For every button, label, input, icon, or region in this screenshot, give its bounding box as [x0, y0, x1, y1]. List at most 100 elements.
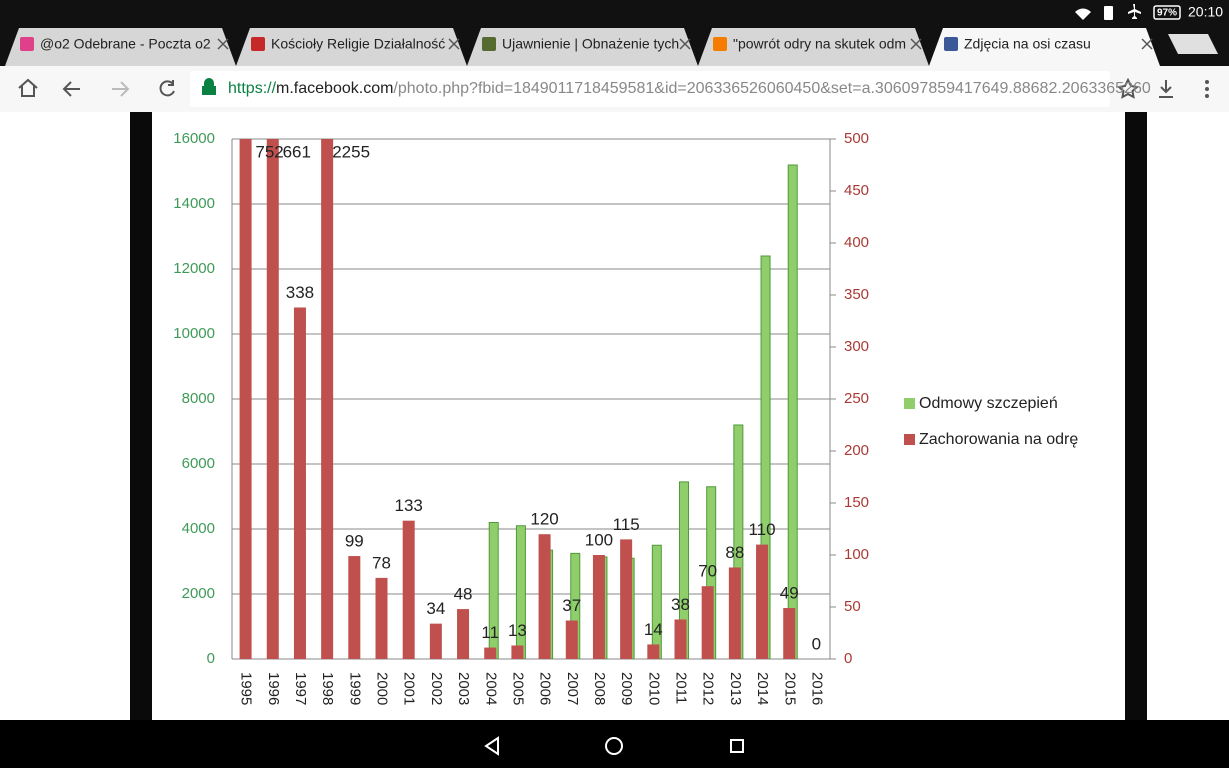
- url-box[interactable]: [190, 71, 1110, 107]
- toolbar-icons: [18, 77, 1173, 99]
- y-tick-label: 14000: [173, 195, 215, 212]
- nav-recent[interactable]: [730, 739, 744, 753]
- tab-title: Kościoły Religie Działalność: [271, 36, 445, 52]
- x-tick-label: 2012: [700, 672, 717, 705]
- bar: [348, 556, 361, 659]
- tab[interactable]: [5, 28, 236, 66]
- tab-icon: [482, 37, 496, 51]
- x-tick-label: 2008: [591, 672, 608, 705]
- tab-close[interactable]: [1141, 38, 1153, 50]
- x-tick-label: 2003: [455, 672, 472, 705]
- legend-label: Zachorowania na odrę: [919, 431, 1078, 448]
- data-label: 99: [345, 532, 364, 551]
- status-icons: [1075, 4, 1181, 20]
- data-label: 37: [562, 596, 581, 615]
- x-tick-label: 2001: [401, 672, 418, 705]
- bar: [620, 539, 633, 659]
- y-tick-label: 6000: [182, 455, 215, 472]
- download-button[interactable]: [1159, 80, 1173, 98]
- x-tick-label: 2004: [482, 672, 499, 705]
- x-tick-label: 2002: [428, 672, 445, 705]
- y-tick-label: 10000: [173, 325, 215, 342]
- photo-frame-right: [1125, 112, 1147, 720]
- y2-tick-label: 450: [844, 182, 869, 199]
- y2-tick-label: 100: [844, 546, 869, 563]
- x-tick-label: 2005: [509, 672, 526, 705]
- x-tick-label: 1997: [292, 672, 309, 705]
- reload-button[interactable]: [159, 80, 175, 97]
- data-label: 88: [725, 543, 744, 562]
- tab-icon: [944, 37, 958, 51]
- x-tick-label: 1999: [346, 672, 363, 705]
- data-label: 11: [481, 623, 499, 642]
- bar: [733, 424, 744, 659]
- tab[interactable]: [698, 28, 929, 66]
- y-tick-label: 16000: [173, 130, 215, 147]
- url-host: m.facebook.com: [276, 80, 393, 97]
- back-button[interactable]: [62, 81, 80, 97]
- home-button[interactable]: [18, 78, 38, 97]
- data-label: 48: [454, 585, 473, 604]
- tab-title: Zdjęcia na osi czasu: [964, 36, 1091, 52]
- bar: [651, 544, 662, 659]
- tab[interactable]: [467, 28, 698, 66]
- tab[interactable]: [929, 28, 1160, 66]
- menu-button[interactable]: [1205, 80, 1209, 98]
- url[interactable]: https://m.facebook.com/photo.php?fbid=18…: [228, 80, 1151, 97]
- x-tick-label: 1996: [265, 672, 282, 705]
- bar: [429, 623, 442, 659]
- y2-tick-label: 400: [844, 234, 869, 251]
- data-label: 120: [530, 510, 558, 529]
- tab-close[interactable]: [679, 38, 691, 50]
- tab-icon: [20, 37, 34, 51]
- data-label: 34: [426, 599, 445, 618]
- new-tab[interactable]: [1168, 34, 1218, 54]
- bar: [538, 534, 551, 659]
- x-tick-label: 2016: [808, 672, 825, 705]
- y2-tick-label: 50: [844, 598, 861, 615]
- bar: [511, 645, 524, 659]
- bar: [266, 139, 279, 659]
- y2-tick-label: 250: [844, 390, 869, 407]
- y2-tick-label: 200: [844, 442, 869, 459]
- x-tick-label: 2014: [754, 672, 771, 705]
- battery: 97%: [1157, 8, 1177, 19]
- tab-close[interactable]: [448, 38, 460, 50]
- tab-title: @o2 Odebrane - Poczta o2: [40, 36, 211, 52]
- data-label: 14: [644, 620, 663, 639]
- url-path: /photo.php?fbid=1849011718459581&id=2063…: [393, 80, 1150, 97]
- bookmark-button[interactable]: [1116, 77, 1140, 99]
- y-tick-label: 4000: [182, 520, 215, 537]
- tab[interactable]: [236, 28, 467, 66]
- data-label: 78: [372, 553, 391, 572]
- nav-home[interactable]: [605, 737, 623, 755]
- bar: [570, 552, 581, 659]
- forward-button[interactable]: [112, 81, 130, 97]
- page-area: [0, 112, 1229, 720]
- lock-icon: [202, 78, 216, 95]
- bar: [592, 555, 605, 659]
- data-label: 338: [286, 283, 314, 302]
- bar: [674, 619, 687, 659]
- bars: [239, 139, 798, 659]
- data-label: 752: [255, 142, 283, 161]
- bar: [706, 486, 717, 659]
- y2-tick-label: 0: [844, 650, 852, 667]
- bar: [457, 609, 470, 659]
- y2-tick-label: 500: [844, 130, 869, 147]
- tab-close[interactable]: [910, 38, 922, 50]
- nav-back[interactable]: [484, 736, 499, 756]
- x-tick-label: 2007: [564, 672, 581, 705]
- tab-close[interactable]: [217, 38, 229, 50]
- data-label: 110: [748, 520, 775, 539]
- bar: [783, 608, 796, 659]
- data-label: 133: [394, 496, 422, 515]
- bar: [787, 164, 798, 659]
- x-tick-label: 2010: [645, 672, 662, 705]
- photo-frame-left: [130, 112, 152, 720]
- tab-icon: [713, 37, 727, 51]
- x-tick-label: 2011: [673, 672, 690, 704]
- nav-bar: [0, 720, 1229, 768]
- chart: 0200040006000800010000120001400016000050…: [173, 130, 1078, 705]
